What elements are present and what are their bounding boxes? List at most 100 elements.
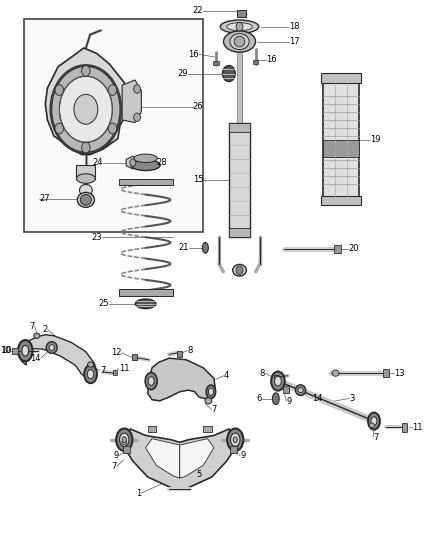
Ellipse shape <box>34 333 40 338</box>
Ellipse shape <box>46 342 57 353</box>
Ellipse shape <box>145 373 157 390</box>
Text: 1: 1 <box>136 489 141 497</box>
Text: 22: 22 <box>193 6 203 15</box>
Bar <box>148 426 156 432</box>
Text: 14: 14 <box>312 394 323 403</box>
Text: 27: 27 <box>39 195 49 203</box>
Circle shape <box>134 85 141 93</box>
Ellipse shape <box>205 398 212 404</box>
Polygon shape <box>180 439 214 478</box>
Ellipse shape <box>368 413 380 430</box>
Bar <box>383 369 389 377</box>
Ellipse shape <box>332 370 339 376</box>
Ellipse shape <box>120 433 129 446</box>
Circle shape <box>236 266 243 274</box>
Circle shape <box>74 94 98 124</box>
Text: 23: 23 <box>91 233 102 241</box>
Bar <box>177 351 182 357</box>
Circle shape <box>81 66 90 76</box>
Ellipse shape <box>233 264 246 276</box>
Text: 4: 4 <box>224 372 229 380</box>
Circle shape <box>236 22 243 31</box>
Text: 5: 5 <box>197 470 202 479</box>
Polygon shape <box>45 48 129 155</box>
Text: 9: 9 <box>240 451 246 460</box>
Text: 11: 11 <box>119 365 129 373</box>
Text: 8: 8 <box>260 369 265 377</box>
Ellipse shape <box>223 31 255 52</box>
Text: 6: 6 <box>257 394 262 403</box>
Bar <box>321 196 361 205</box>
Text: 12: 12 <box>111 349 121 357</box>
Circle shape <box>51 66 121 153</box>
Bar <box>119 179 173 185</box>
Bar <box>334 245 341 253</box>
Text: 2: 2 <box>42 325 47 334</box>
Bar <box>213 61 219 65</box>
Text: 7: 7 <box>111 462 117 471</box>
Text: 29: 29 <box>178 69 188 78</box>
Text: 7: 7 <box>29 322 35 330</box>
Bar <box>321 73 361 83</box>
Ellipse shape <box>131 160 160 171</box>
Text: 11: 11 <box>413 423 423 432</box>
Ellipse shape <box>134 154 157 163</box>
Text: 26: 26 <box>193 102 203 111</box>
Text: 18: 18 <box>289 22 299 31</box>
Ellipse shape <box>271 372 285 391</box>
Ellipse shape <box>296 385 306 395</box>
Bar <box>253 60 258 64</box>
Ellipse shape <box>298 387 303 393</box>
Ellipse shape <box>80 195 92 205</box>
Ellipse shape <box>234 36 245 47</box>
Circle shape <box>55 85 64 95</box>
Text: 13: 13 <box>395 369 405 377</box>
Ellipse shape <box>223 66 235 82</box>
Text: 10: 10 <box>0 346 11 355</box>
Bar <box>274 375 279 380</box>
Polygon shape <box>148 358 215 401</box>
Ellipse shape <box>202 243 208 253</box>
Bar <box>323 140 359 157</box>
Circle shape <box>108 85 117 95</box>
Ellipse shape <box>18 340 32 361</box>
Ellipse shape <box>227 429 244 451</box>
Polygon shape <box>124 429 235 490</box>
Ellipse shape <box>369 423 374 427</box>
Ellipse shape <box>84 365 97 383</box>
Circle shape <box>81 142 90 153</box>
Ellipse shape <box>275 376 281 386</box>
Ellipse shape <box>206 385 215 399</box>
Ellipse shape <box>220 20 259 34</box>
Text: 15: 15 <box>193 175 203 184</box>
Ellipse shape <box>87 370 94 378</box>
Polygon shape <box>126 156 139 169</box>
Text: 7: 7 <box>373 433 378 441</box>
Text: 8: 8 <box>187 346 192 355</box>
Bar <box>12 348 18 354</box>
Ellipse shape <box>122 440 127 445</box>
Bar <box>203 426 212 432</box>
Ellipse shape <box>77 174 95 183</box>
Polygon shape <box>145 439 180 478</box>
Text: 24: 24 <box>92 158 103 167</box>
Text: 21: 21 <box>179 244 189 252</box>
Ellipse shape <box>22 345 28 356</box>
Bar <box>230 446 237 453</box>
Bar <box>123 446 130 453</box>
Ellipse shape <box>230 34 249 50</box>
Circle shape <box>60 76 112 142</box>
Ellipse shape <box>208 388 213 395</box>
Ellipse shape <box>227 23 252 31</box>
Ellipse shape <box>233 437 237 442</box>
Bar <box>283 386 289 393</box>
Text: 9: 9 <box>286 397 292 406</box>
Ellipse shape <box>371 417 377 425</box>
Text: 7: 7 <box>100 366 105 375</box>
Ellipse shape <box>230 433 240 446</box>
Text: 14: 14 <box>31 354 41 362</box>
Text: 20: 20 <box>348 245 359 253</box>
Text: 7: 7 <box>212 405 217 414</box>
Ellipse shape <box>148 377 154 385</box>
Bar <box>119 289 173 296</box>
